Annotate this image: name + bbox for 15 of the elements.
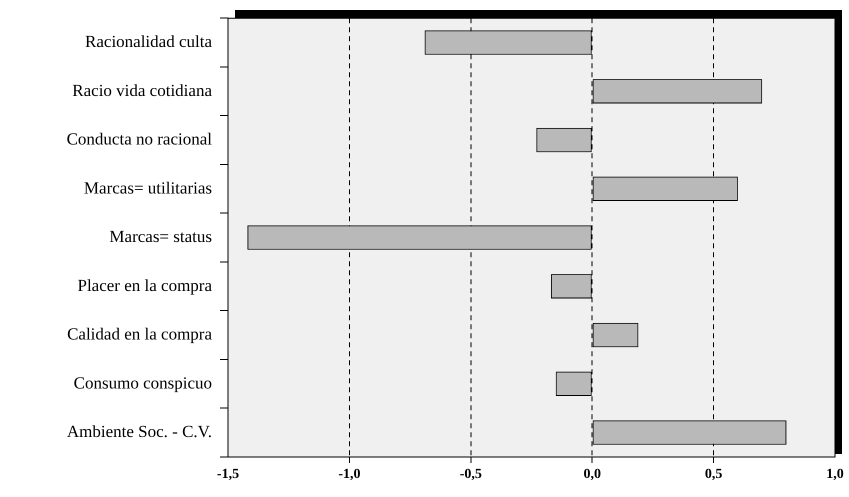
y-tick-label: Racionalidad culta [85,32,212,52]
y-tick-label: Calidad en la compra [67,324,212,344]
y-tick-label: Ambiente Soc. - C.V. [66,422,212,442]
y-tick-label: Marcas= utilitarias [84,178,212,198]
y-tick-label: Placer en la compra [77,276,212,295]
x-tick-label: -1,5 [216,467,240,482]
x-tick-label: 0,5 [704,467,722,482]
x-tick-label: -0,5 [460,467,482,482]
x-tick-label: 0,0 [583,467,601,482]
y-tick-label: Marcas= status [109,227,212,246]
y-tick-label: Consumo conspicuo [74,373,212,392]
x-tick-label: -1,0 [338,467,360,482]
y-tick-label: Racio vida cotidiana [72,80,212,100]
x-tick-label: 1,0 [826,467,844,482]
y-tick-label: Conducta no racional [66,130,212,149]
